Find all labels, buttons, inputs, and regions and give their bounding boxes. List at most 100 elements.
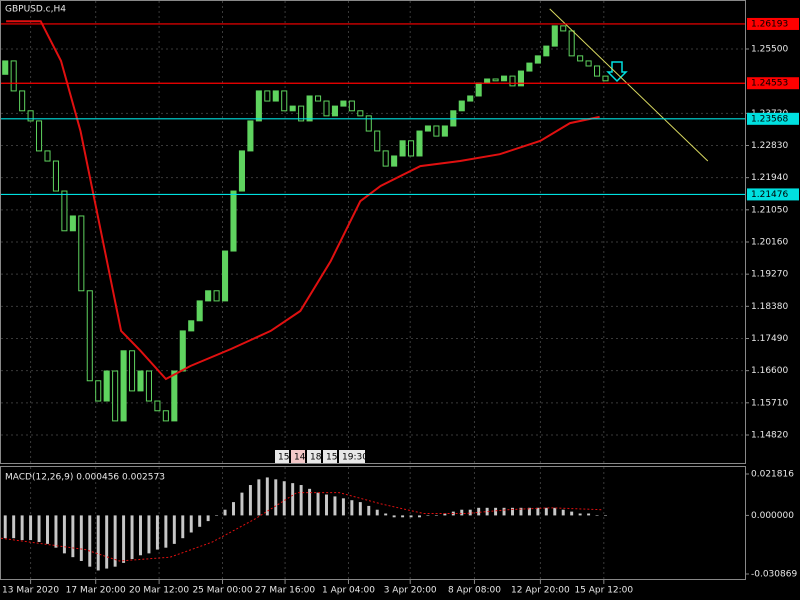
macd-bar — [511, 507, 514, 516]
x-tick-label: 12 Apr 20:00 — [511, 586, 570, 596]
macd-bar — [105, 515, 109, 569]
level-tag — [747, 17, 799, 30]
macd-bar — [477, 507, 481, 516]
candle — [264, 90, 271, 102]
macd-bar — [333, 496, 337, 516]
time-chip — [339, 450, 365, 463]
y-tick-label: 1.19270 — [751, 270, 788, 280]
macd-bar — [570, 511, 574, 516]
candle — [78, 215, 85, 292]
candle — [568, 30, 575, 57]
candle — [19, 90, 26, 112]
macd-bar — [20, 515, 24, 541]
candle — [484, 78, 491, 84]
level-tag — [747, 112, 799, 125]
candle — [323, 100, 330, 117]
candle — [179, 330, 186, 372]
x-tick-label: 8 Apr 08:00 — [448, 586, 501, 596]
macd-bar — [215, 515, 219, 516]
macd-bar — [418, 515, 421, 518]
candle — [129, 350, 136, 392]
macd-bar — [460, 509, 464, 516]
candle — [95, 380, 102, 402]
candle — [357, 110, 364, 117]
time-chip-label: 14 — [294, 453, 306, 463]
time-chip — [275, 450, 289, 463]
y-tick-label: 1.17490 — [751, 334, 788, 344]
candle — [551, 25, 558, 47]
y-tick-label: 1.20160 — [751, 237, 788, 247]
macd-bar — [587, 513, 591, 516]
macd-bar — [527, 507, 531, 516]
candle — [222, 250, 229, 302]
chart-title: GBPUSD.c,H4 — [5, 5, 66, 15]
candle — [162, 410, 169, 422]
y-tick-label: 1.21940 — [751, 173, 788, 183]
macd-bar — [71, 515, 75, 558]
price-pane-frame — [0, 0, 746, 464]
time-chip — [323, 450, 337, 463]
macd-bar — [401, 515, 405, 518]
macd-bar — [443, 513, 447, 516]
candle — [467, 95, 474, 102]
time-chip-label: 15 — [278, 453, 289, 463]
candle — [281, 90, 288, 112]
candle — [306, 95, 313, 122]
macd-bar — [468, 509, 472, 516]
time-chip-label: 15 — [326, 453, 337, 463]
candle — [560, 25, 567, 32]
level-label: 1.24553 — [751, 79, 788, 89]
candle — [205, 290, 212, 302]
macd-bar — [367, 505, 371, 516]
candle — [365, 115, 372, 132]
candle — [137, 370, 144, 392]
macd-bar — [12, 515, 16, 539]
candle — [69, 215, 76, 232]
candle — [408, 140, 415, 157]
macd-bar — [274, 479, 278, 516]
macd-bar — [384, 513, 388, 516]
macd-bar — [113, 515, 117, 567]
candle — [534, 55, 541, 64]
macd-bar — [316, 492, 320, 516]
macd-bar — [350, 500, 354, 516]
macd-bar — [181, 515, 185, 539]
candle — [374, 130, 381, 152]
candle — [492, 78, 499, 82]
y-tick-label: 1.15710 — [751, 398, 788, 408]
y-tick-label: 0.021816 — [751, 469, 794, 479]
candle — [2, 60, 9, 75]
sell-arrow — [606, 61, 628, 83]
candle — [272, 90, 279, 102]
macd-bar — [164, 515, 168, 548]
candle — [577, 55, 584, 62]
candle — [255, 90, 262, 122]
candle — [340, 100, 347, 107]
macd-bar — [198, 515, 202, 527]
macd-bar — [248, 485, 252, 516]
candle — [120, 350, 127, 422]
macd-signal — [0, 492, 602, 562]
macd-bar — [426, 515, 430, 516]
macd-bar — [578, 513, 582, 516]
macd-bar — [223, 509, 227, 516]
candle — [391, 155, 398, 167]
macd-bar — [79, 515, 83, 561]
macd-bar — [62, 515, 66, 554]
time-chip — [291, 450, 305, 463]
macd-bar — [96, 515, 100, 571]
macd-pane-frame — [0, 466, 746, 580]
candle — [348, 100, 355, 112]
macd-bar — [172, 515, 176, 544]
level-tag — [747, 77, 799, 90]
level-label: 1.26193 — [751, 19, 788, 29]
macd-bar — [494, 507, 498, 516]
macd-bar — [3, 515, 7, 539]
candle — [331, 105, 338, 117]
candle — [213, 290, 220, 302]
macd-bar — [409, 515, 413, 518]
candle — [196, 300, 203, 322]
